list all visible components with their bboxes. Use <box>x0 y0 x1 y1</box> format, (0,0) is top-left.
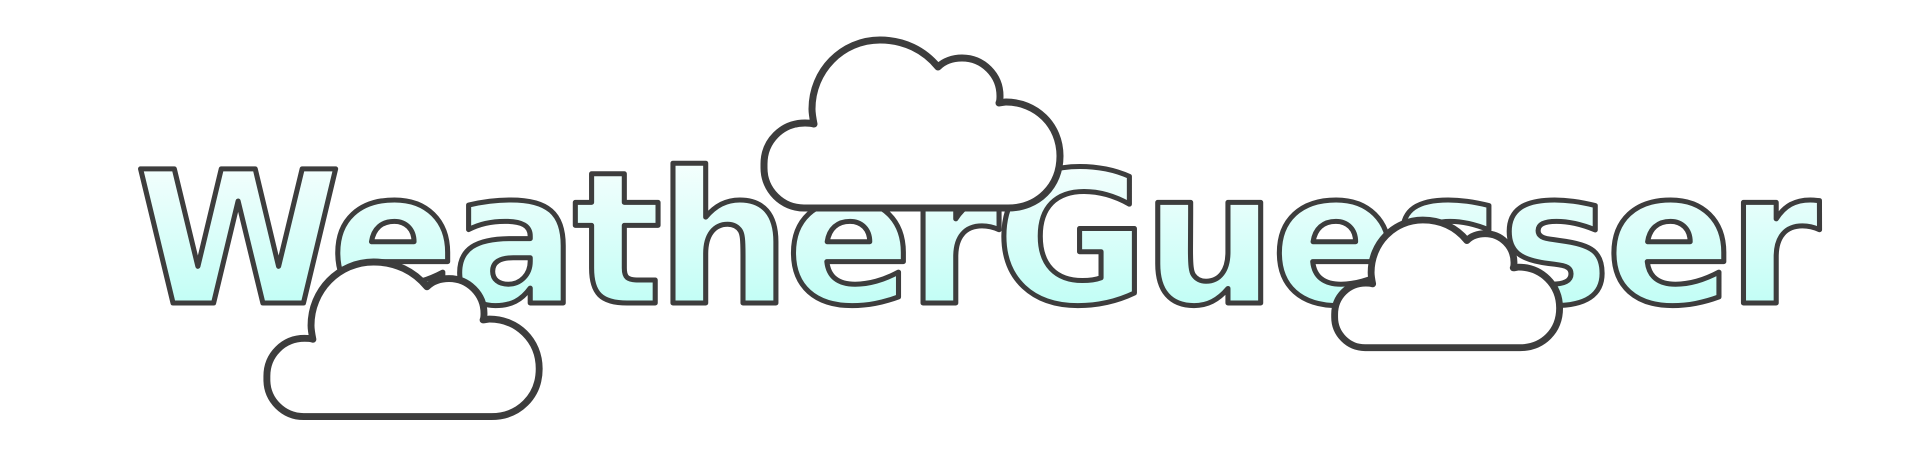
cloud-icon <box>764 40 1060 208</box>
